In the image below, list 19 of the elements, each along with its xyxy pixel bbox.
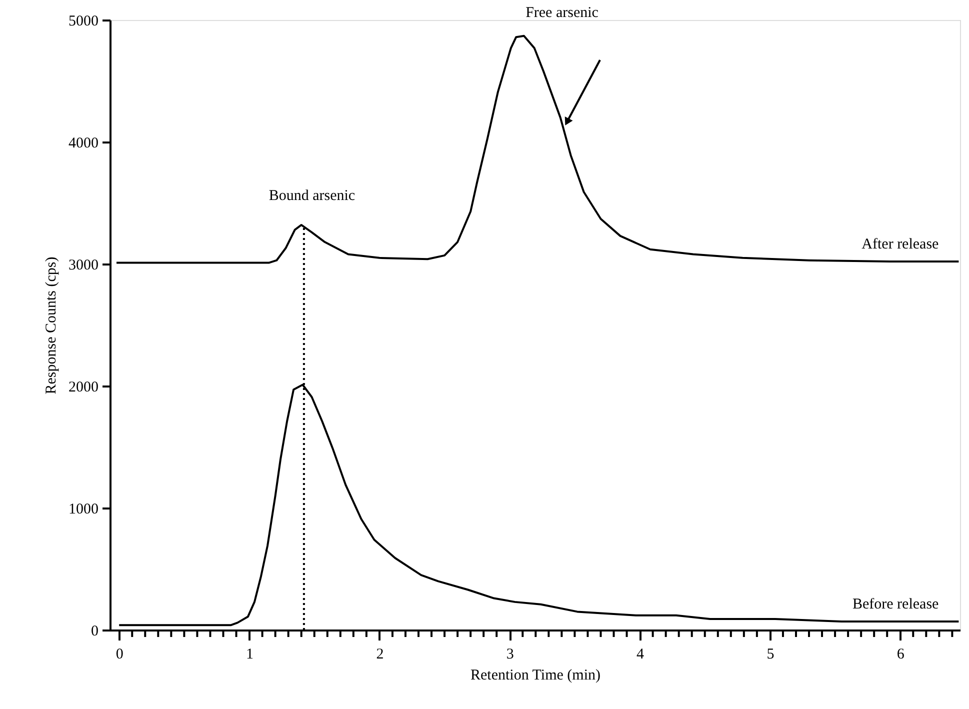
y-tick-label: 0 bbox=[91, 624, 98, 640]
series-label: Before release bbox=[852, 596, 940, 612]
x-axis-title: Retention Time (min) bbox=[470, 668, 601, 684]
y-tick-label: 3000 bbox=[68, 258, 98, 274]
y-tick-label: 2000 bbox=[68, 380, 98, 396]
y-axis-title: Response Counts (cps) bbox=[44, 256, 60, 394]
x-tick-label: 3 bbox=[506, 646, 514, 662]
y-tick-label: 4000 bbox=[68, 136, 98, 152]
x-tick-label: 4 bbox=[636, 646, 645, 662]
x-tick-label: 2 bbox=[376, 646, 384, 662]
annotation: Bound arsenic bbox=[268, 188, 356, 204]
x-tick-label: 5 bbox=[766, 646, 774, 662]
y-tick-label: 5000 bbox=[68, 14, 98, 30]
y-tick-label: 1000 bbox=[68, 502, 98, 518]
x-tick-label: 0 bbox=[116, 646, 124, 662]
x-tick-label: 6 bbox=[896, 646, 905, 662]
annotation: Free arsenic bbox=[526, 5, 599, 21]
series-label: After release bbox=[862, 236, 940, 253]
x-tick-label: 1 bbox=[246, 646, 254, 662]
